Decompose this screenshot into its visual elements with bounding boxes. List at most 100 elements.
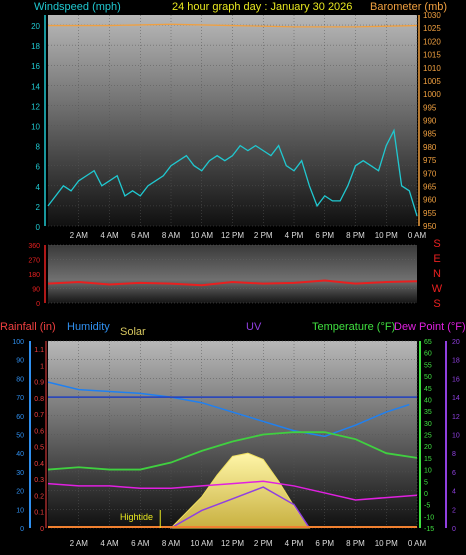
temp-tick-label: 15	[424, 456, 432, 463]
dew-tick-label: 6	[452, 470, 456, 477]
wind-axis-label: Windspeed (mph)	[34, 1, 121, 13]
temp-tick-label: 10	[424, 468, 432, 475]
humidity-tick-label: 100	[12, 339, 24, 346]
wind-tick-label: 16	[31, 62, 40, 71]
direction-panel-bg	[48, 245, 417, 303]
rain-axis-label: Rainfall (in)	[0, 321, 56, 333]
rain-tick-label: 0.5	[34, 445, 44, 452]
rain-tick-label: 0.8	[34, 396, 44, 403]
baro-tick-label: 985	[423, 130, 437, 139]
humidity-tick-label: 60	[16, 414, 24, 421]
wind-tick-label: 20	[31, 22, 40, 31]
x-tick-label: 2 PM	[254, 539, 273, 548]
rain-tick-label: 1	[40, 363, 44, 370]
compass-label: W	[432, 283, 443, 295]
x-tick-label: 6 AM	[131, 539, 150, 548]
rain-tick-label: 0.2	[34, 493, 44, 500]
dew-tick-label: 0	[452, 526, 456, 533]
x-tick-label: 4 AM	[100, 539, 119, 548]
x-tick-label: 4 PM	[285, 231, 304, 240]
wind-tick-label: 14	[31, 82, 40, 91]
x-tick-label: 10 PM	[375, 231, 398, 240]
humidity-tick-label: 0	[20, 526, 24, 533]
baro-tick-label: 995	[423, 103, 437, 112]
dew-tick-label: 16	[452, 376, 460, 383]
dew-tick-label: 2	[452, 507, 456, 514]
direction-tick-label: 90	[32, 287, 40, 294]
wind-tick-label: 12	[31, 102, 40, 111]
x-tick-label: 0 AM	[408, 231, 427, 240]
x-tick-label: 6 AM	[131, 231, 150, 240]
rain-tick-label: 0.6	[34, 428, 44, 435]
rain-tick-label: 0.9	[34, 380, 44, 387]
humidity-tick-label: 10	[16, 507, 24, 514]
wind-tick-label: 6	[36, 163, 41, 172]
wind-tick-label: 18	[31, 42, 40, 51]
dew-tick-label: 14	[452, 395, 460, 402]
humidity-tick-label: 80	[16, 376, 24, 383]
rain-tick-label: 0	[40, 526, 44, 533]
dewpoint-line	[47, 480, 418, 501]
temp-tick-label: 45	[424, 386, 432, 393]
x-tick-label: 12 PM	[221, 539, 244, 548]
temp-tick-label: 5	[424, 479, 428, 486]
baro-tick-label: 950	[423, 222, 437, 231]
temp-tick-label: 55	[424, 362, 432, 369]
baro-tick-label: 1000	[423, 90, 441, 99]
baro-axis-label: Barometer (mb)	[370, 1, 447, 13]
rain-tick-label: 1.1	[34, 347, 44, 354]
baro-tick-label: 1010	[423, 64, 441, 73]
temp-tick-label: 65	[424, 339, 432, 346]
barometer-line	[48, 23, 418, 28]
uv-label: UV	[246, 321, 262, 333]
direction-tick-label: 0	[36, 301, 40, 308]
dew-tick-label: 18	[452, 358, 460, 365]
x-tick-label: 6 PM	[315, 539, 334, 548]
temp-tick-label: 25	[424, 433, 432, 440]
wind-tick-label: 2	[36, 203, 41, 212]
windspeed-line	[47, 128, 418, 217]
wind-tick-label: 8	[36, 143, 41, 152]
temp-tick-label: 50	[424, 374, 432, 381]
humidity-tick-label: 70	[16, 395, 24, 402]
x-tick-label: 10 AM	[190, 539, 213, 548]
temp-tick-label: 30	[424, 421, 432, 428]
compass-label: E	[433, 253, 440, 265]
dew-tick-label: 20	[452, 339, 460, 346]
direction-tick-label: 270	[28, 258, 40, 265]
rain-tick-label: 0.1	[34, 510, 44, 517]
dew-tick-label: 10	[452, 433, 460, 440]
x-tick-label: 2 PM	[254, 231, 273, 240]
direction-tick-label: 180	[28, 272, 40, 279]
solar-label: Solar	[120, 326, 146, 338]
humidity-tick-label: 40	[16, 451, 24, 458]
baro-tick-label: 990	[423, 117, 437, 126]
baro-tick-label: 1025	[423, 24, 441, 33]
uv-line	[170, 486, 311, 529]
compass-label: S	[433, 298, 440, 310]
x-tick-label: 4 PM	[285, 539, 304, 548]
baro-tick-label: 975	[423, 156, 437, 165]
x-tick-label: 8 PM	[346, 231, 365, 240]
temp-tick-label: -15	[424, 526, 434, 533]
temperature-line	[47, 431, 418, 471]
compass-label: S	[433, 238, 440, 250]
wind-tick-label: 0	[36, 223, 41, 232]
temp-tick-label: -10	[424, 514, 434, 521]
temp-tick-label: 20	[424, 444, 432, 451]
baro-tick-label: 970	[423, 169, 437, 178]
temp-tick-label: 40	[424, 397, 432, 404]
rain-tick-label: 0.4	[34, 461, 44, 468]
temp-tick-label: -5	[424, 503, 430, 510]
rain-tick-label: 0.7	[34, 412, 44, 419]
rain-tick-label: 0.3	[34, 477, 44, 484]
humidity-tick-label: 30	[16, 470, 24, 477]
hightide-label: Hightide	[120, 512, 153, 522]
chart-title: 24 hour graph day : January 30 2026	[172, 1, 352, 13]
dew-tick-label: 8	[452, 451, 456, 458]
x-tick-label: 4 AM	[100, 231, 119, 240]
x-tick-label: 2 AM	[70, 231, 89, 240]
x-tick-label: 6 PM	[315, 231, 334, 240]
x-tick-label: 8 AM	[162, 231, 181, 240]
humidity-tick-label: 20	[16, 489, 24, 496]
